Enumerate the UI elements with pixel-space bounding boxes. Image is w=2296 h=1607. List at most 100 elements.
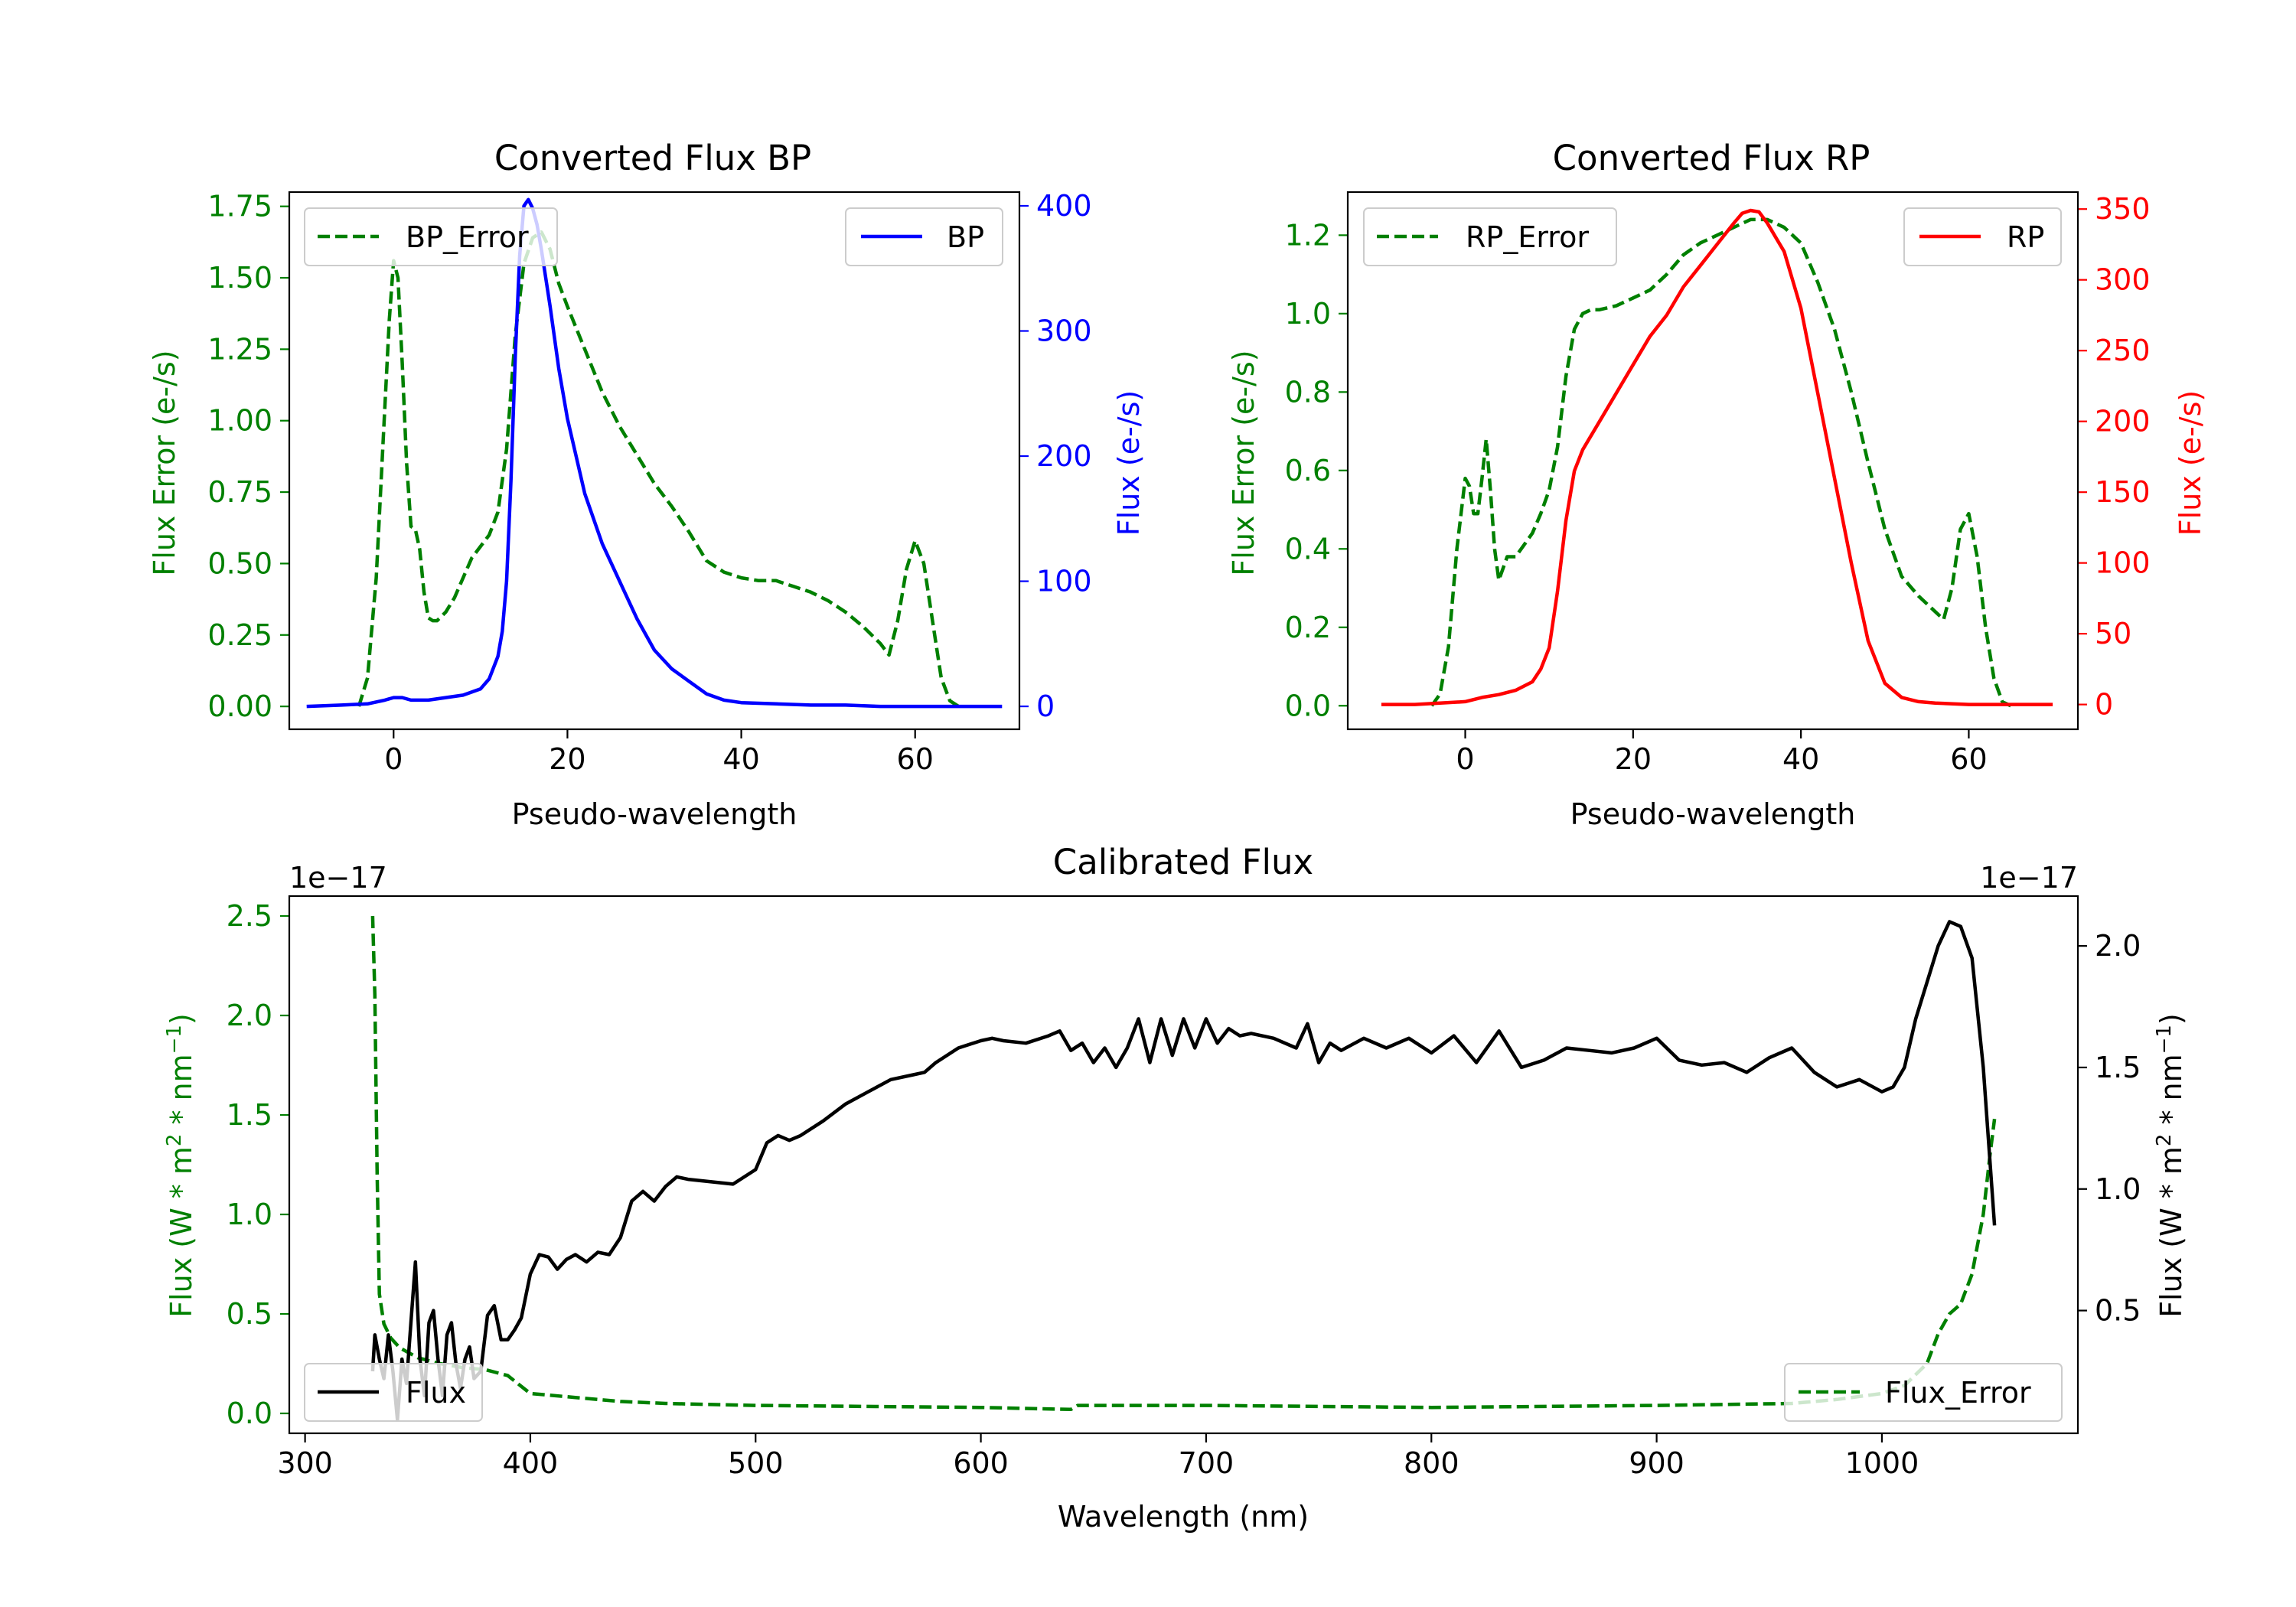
rp-y-right-tick-label: 50 [2095, 617, 2131, 650]
bp-y-left-tick-label: 1.25 [207, 332, 272, 366]
rp-ylabel-left: Flux Error (e-/s) [1227, 350, 1261, 575]
cal-x-tick-label: 300 [277, 1446, 333, 1480]
cal-offset-right: 1e−17 [1980, 861, 2078, 895]
panel-rp: Converted Flux RP 0.00.20.40.60.81.01.2 … [1227, 138, 2207, 831]
cal-legend-error-label: Flux_Error [1885, 1376, 2031, 1410]
rp-legend-flux-box [1903, 207, 2062, 266]
rp-ylabel-right: Flux (e-/s) [2174, 390, 2207, 536]
rp-xlabel: Pseudo-wavelength [1570, 797, 1856, 831]
bp-axes-frame [288, 191, 1021, 731]
bp-y-left-tick-label: 1.00 [207, 404, 272, 438]
cal-y-left-tick-label: 1.5 [227, 1098, 272, 1132]
rp-y-right-tick-label: 0 [2095, 688, 2113, 722]
cal-title: Calibrated Flux [1053, 842, 1313, 882]
bp-legend-error-box [304, 207, 558, 266]
bp-y-right-tick-label: 300 [1036, 315, 1092, 348]
bp-legend-flux-label: BP [947, 220, 984, 254]
cal-y-right-tick-label: 2.0 [2095, 929, 2141, 963]
rp-y-left-tick-label: 0.6 [1285, 454, 1331, 487]
rp-right-ticks: 0 50 100 150 200 250 300 350 [2078, 192, 2151, 722]
rp-y-right-tick-label: 300 [2095, 263, 2151, 297]
cal-y-left-tick-label: 2.5 [227, 899, 272, 933]
panel-calibrated: Calibrated Flux 1e−17 1e−17 0.0 0.5 1.0 1.5… [163, 842, 2188, 1534]
cal-x-tick-label: 700 [1179, 1446, 1234, 1480]
cal-series-flux-error [370, 915, 1997, 1412]
rp-x-tick-label: 20 [1615, 742, 1652, 776]
cal-x-tick-label: 800 [1404, 1446, 1459, 1480]
rp-y-right-tick-label: 350 [2095, 192, 2151, 226]
bp-y-left-tick-label: 0.75 [207, 475, 272, 509]
bp-legend-error: BP_Error [304, 207, 558, 266]
bp-x-tick-label: 20 [549, 742, 585, 776]
cal-ylabel-left: Flux (W * m2 * nm−1) [163, 1013, 198, 1318]
bp-y-left-tick-label: 1.75 [207, 190, 272, 223]
rp-y-right-tick-label: 250 [2095, 334, 2151, 367]
cal-left-ticks: 0.0 0.5 1.0 1.5 2.0 2.5 [227, 899, 289, 1430]
cal-x-tick-label: 1000 [1845, 1446, 1919, 1480]
rp-y-right-tick-label: 100 [2095, 546, 2151, 580]
cal-y-right-tick-label: 0.5 [2095, 1294, 2141, 1328]
cal-y-left-tick-label: 2.0 [227, 999, 272, 1032]
rp-legend-flux-label: RP [2007, 220, 2044, 254]
cal-right-ticks: 0.5 1.0 1.5 2.0 [2078, 929, 2141, 1328]
bp-ylabel-right: Flux (e-/s) [1112, 390, 1146, 536]
bp-right-ticks: 0 100 200 300 400 [1019, 189, 1092, 723]
rp-x-tick-label: 60 [1950, 742, 1987, 776]
bp-legend-flux-box [845, 207, 1003, 266]
bp-left-ticks: 0.00 0.25 0.50 0.75 1.00 1.25 1.50 1.75 [207, 190, 289, 723]
cal-y-right-tick-label: 1.5 [2095, 1051, 2141, 1084]
cal-offset-left: 1e−17 [289, 861, 387, 895]
bp-y-right-tick-label: 100 [1036, 565, 1092, 598]
bp-title: Converted Flux BP [494, 138, 811, 178]
cal-legend-error: Flux_Error [1784, 1363, 2063, 1422]
rp-x-tick-label: 0 [1456, 742, 1474, 776]
cal-axes-frame [288, 895, 2079, 1435]
cal-y-left-tick-label: 1.0 [227, 1198, 272, 1231]
cal-x-tick-label: 900 [1629, 1446, 1684, 1480]
bp-legend-flux: BP [845, 207, 1003, 266]
bp-x-ticks: 0 20 40 60 [384, 729, 934, 776]
cal-y-left-tick-label: 0.5 [227, 1297, 272, 1331]
rp-axes-frame [1346, 191, 2079, 731]
rp-y-left-tick-label: 1.0 [1285, 297, 1331, 331]
bp-series-bp-error [357, 230, 960, 708]
rp-y-left-tick-label: 1.2 [1285, 218, 1331, 252]
rp-y-left-tick-label: 0.2 [1285, 611, 1331, 644]
cal-legend-flux-box [304, 1363, 483, 1422]
rp-title: Converted Flux RP [1553, 138, 1870, 178]
bp-x-tick-label: 60 [897, 742, 934, 776]
rp-y-left-tick-label: 0.8 [1285, 375, 1331, 409]
rp-plot [1381, 208, 2053, 708]
bp-y-left-tick-label: 1.50 [207, 261, 272, 295]
bp-y-left-tick-label: 0.00 [207, 689, 272, 723]
cal-y-left-tick-label: 0.0 [227, 1397, 272, 1430]
cal-xlabel: Wavelength (nm) [1058, 1500, 1309, 1534]
rp-legend-flux: RP [1903, 207, 2062, 266]
cal-legend-flux: Flux [304, 1363, 483, 1422]
bp-xlabel: Pseudo-wavelength [512, 797, 797, 831]
cal-x-ticks: 300 400 500 600 700 800 900 1000 [277, 1433, 1919, 1480]
rp-y-left-tick-label: 0.4 [1285, 532, 1331, 566]
cal-x-tick-label: 600 [953, 1446, 1009, 1480]
rp-series-rp-error [1430, 217, 2012, 708]
rp-legend-error-box [1363, 207, 1617, 266]
rp-y-right-tick-label: 200 [2095, 405, 2151, 438]
bp-y-right-tick-label: 200 [1036, 439, 1092, 473]
cal-x-tick-label: 500 [728, 1446, 784, 1480]
cal-x-tick-label: 400 [503, 1446, 559, 1480]
cal-legend-error-box [1784, 1363, 2063, 1422]
rp-x-tick-label: 40 [1782, 742, 1819, 776]
rp-y-right-tick-label: 150 [2095, 475, 2151, 509]
cal-ylabel-right: Flux (W * m2 * nm−1) [2153, 1013, 2188, 1318]
panel-bp: Converted Flux BP 0.00 0.25 0.50 0.75 1.00 1.… [148, 138, 1146, 831]
bp-y-right-tick-label: 400 [1036, 189, 1092, 223]
rp-series-rp [1381, 208, 2053, 706]
rp-x-ticks: 0 20 40 60 [1456, 729, 1988, 776]
rp-left-ticks: 0.0 0.2 0.4 0.6 0.8 1.0 1.2 [1285, 218, 1348, 722]
rp-legend-error-label: RP_Error [1466, 220, 1589, 254]
bp-y-left-tick-label: 0.50 [207, 546, 272, 580]
rp-legend-error: RP_Error [1363, 207, 1617, 266]
cal-legend-flux-label: Flux [406, 1376, 466, 1410]
